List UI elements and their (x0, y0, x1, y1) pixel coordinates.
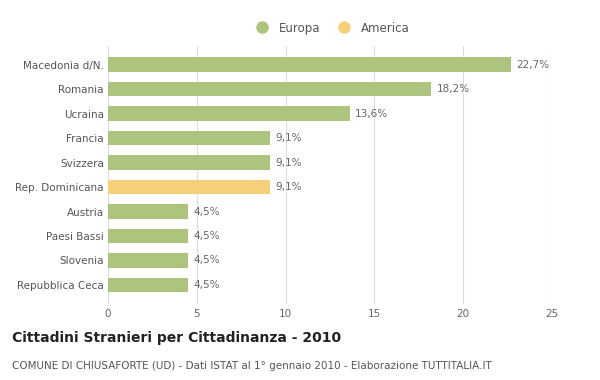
Text: Cittadini Stranieri per Cittadinanza - 2010: Cittadini Stranieri per Cittadinanza - 2… (12, 331, 341, 345)
Text: 18,2%: 18,2% (437, 84, 470, 94)
Text: COMUNE DI CHIUSAFORTE (UD) - Dati ISTAT al 1° gennaio 2010 - Elaborazione TUTTIT: COMUNE DI CHIUSAFORTE (UD) - Dati ISTAT … (12, 361, 492, 371)
Text: 4,5%: 4,5% (193, 255, 220, 266)
Bar (108, 180, 269, 195)
Bar (108, 277, 188, 292)
Bar (108, 57, 511, 72)
Bar (108, 204, 188, 219)
Bar (108, 82, 431, 97)
Bar (108, 155, 269, 170)
Text: 4,5%: 4,5% (193, 206, 220, 217)
Text: 9,1%: 9,1% (275, 158, 301, 168)
Bar (108, 253, 188, 268)
Legend: Europa, America: Europa, America (251, 22, 409, 35)
Bar (108, 229, 188, 243)
Text: 4,5%: 4,5% (193, 231, 220, 241)
Bar (108, 106, 350, 121)
Text: 9,1%: 9,1% (275, 182, 301, 192)
Text: 13,6%: 13,6% (355, 109, 388, 119)
Text: 9,1%: 9,1% (275, 133, 301, 143)
Bar (108, 131, 269, 146)
Text: 4,5%: 4,5% (193, 280, 220, 290)
Text: 22,7%: 22,7% (517, 60, 550, 70)
